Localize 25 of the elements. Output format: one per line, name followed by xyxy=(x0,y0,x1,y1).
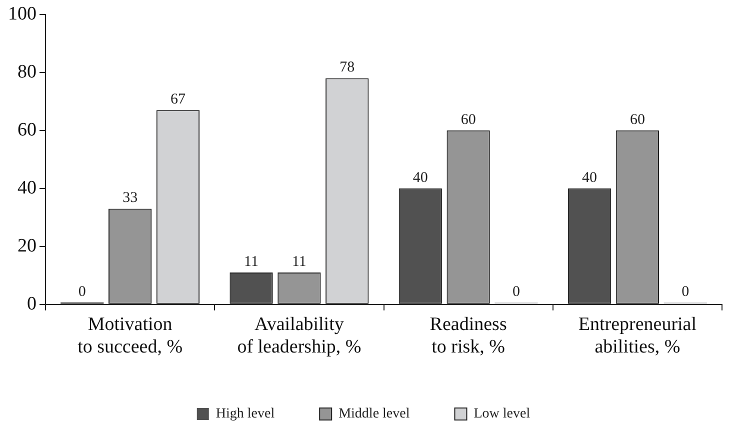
y-tick-label: 40 xyxy=(18,177,36,198)
data-label: 40 xyxy=(582,170,598,186)
y-tick-label: 60 xyxy=(18,119,36,140)
data-label: 0 xyxy=(78,284,86,300)
data-label: 60 xyxy=(630,112,645,128)
data-label: 0 xyxy=(512,284,520,300)
x-tick-label: Motivation to succeed, % xyxy=(78,314,183,358)
data-label: 67 xyxy=(170,92,186,108)
data-label: 60 xyxy=(460,112,476,128)
y-tick-label: 0 xyxy=(27,293,36,314)
y-tick-label: 20 xyxy=(18,235,36,256)
data-label: 33 xyxy=(122,190,138,206)
legend-label: High level xyxy=(216,406,275,422)
y-tick-label: 80 xyxy=(18,61,36,82)
x-tick-label: Entrepreneurial abilities, % xyxy=(578,314,697,358)
data-label: 11 xyxy=(244,254,258,270)
data-label: 0 xyxy=(682,284,690,300)
legend-label: Middle level xyxy=(338,406,410,422)
legend-label: Low level xyxy=(474,406,530,422)
y-tick-label: 100 xyxy=(8,3,36,24)
x-tick-label: Readiness to risk, % xyxy=(430,314,507,358)
x-tick-label: Availability of leadership, % xyxy=(237,314,362,358)
data-label: 11 xyxy=(292,254,306,270)
data-label: 40 xyxy=(412,170,428,186)
data-label: 78 xyxy=(340,60,355,76)
